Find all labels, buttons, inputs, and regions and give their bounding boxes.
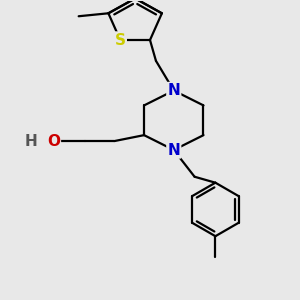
Text: N: N bbox=[167, 142, 180, 158]
Text: O: O bbox=[47, 134, 60, 148]
Text: H: H bbox=[25, 134, 38, 148]
Text: N: N bbox=[167, 83, 180, 98]
Text: S: S bbox=[115, 32, 126, 47]
